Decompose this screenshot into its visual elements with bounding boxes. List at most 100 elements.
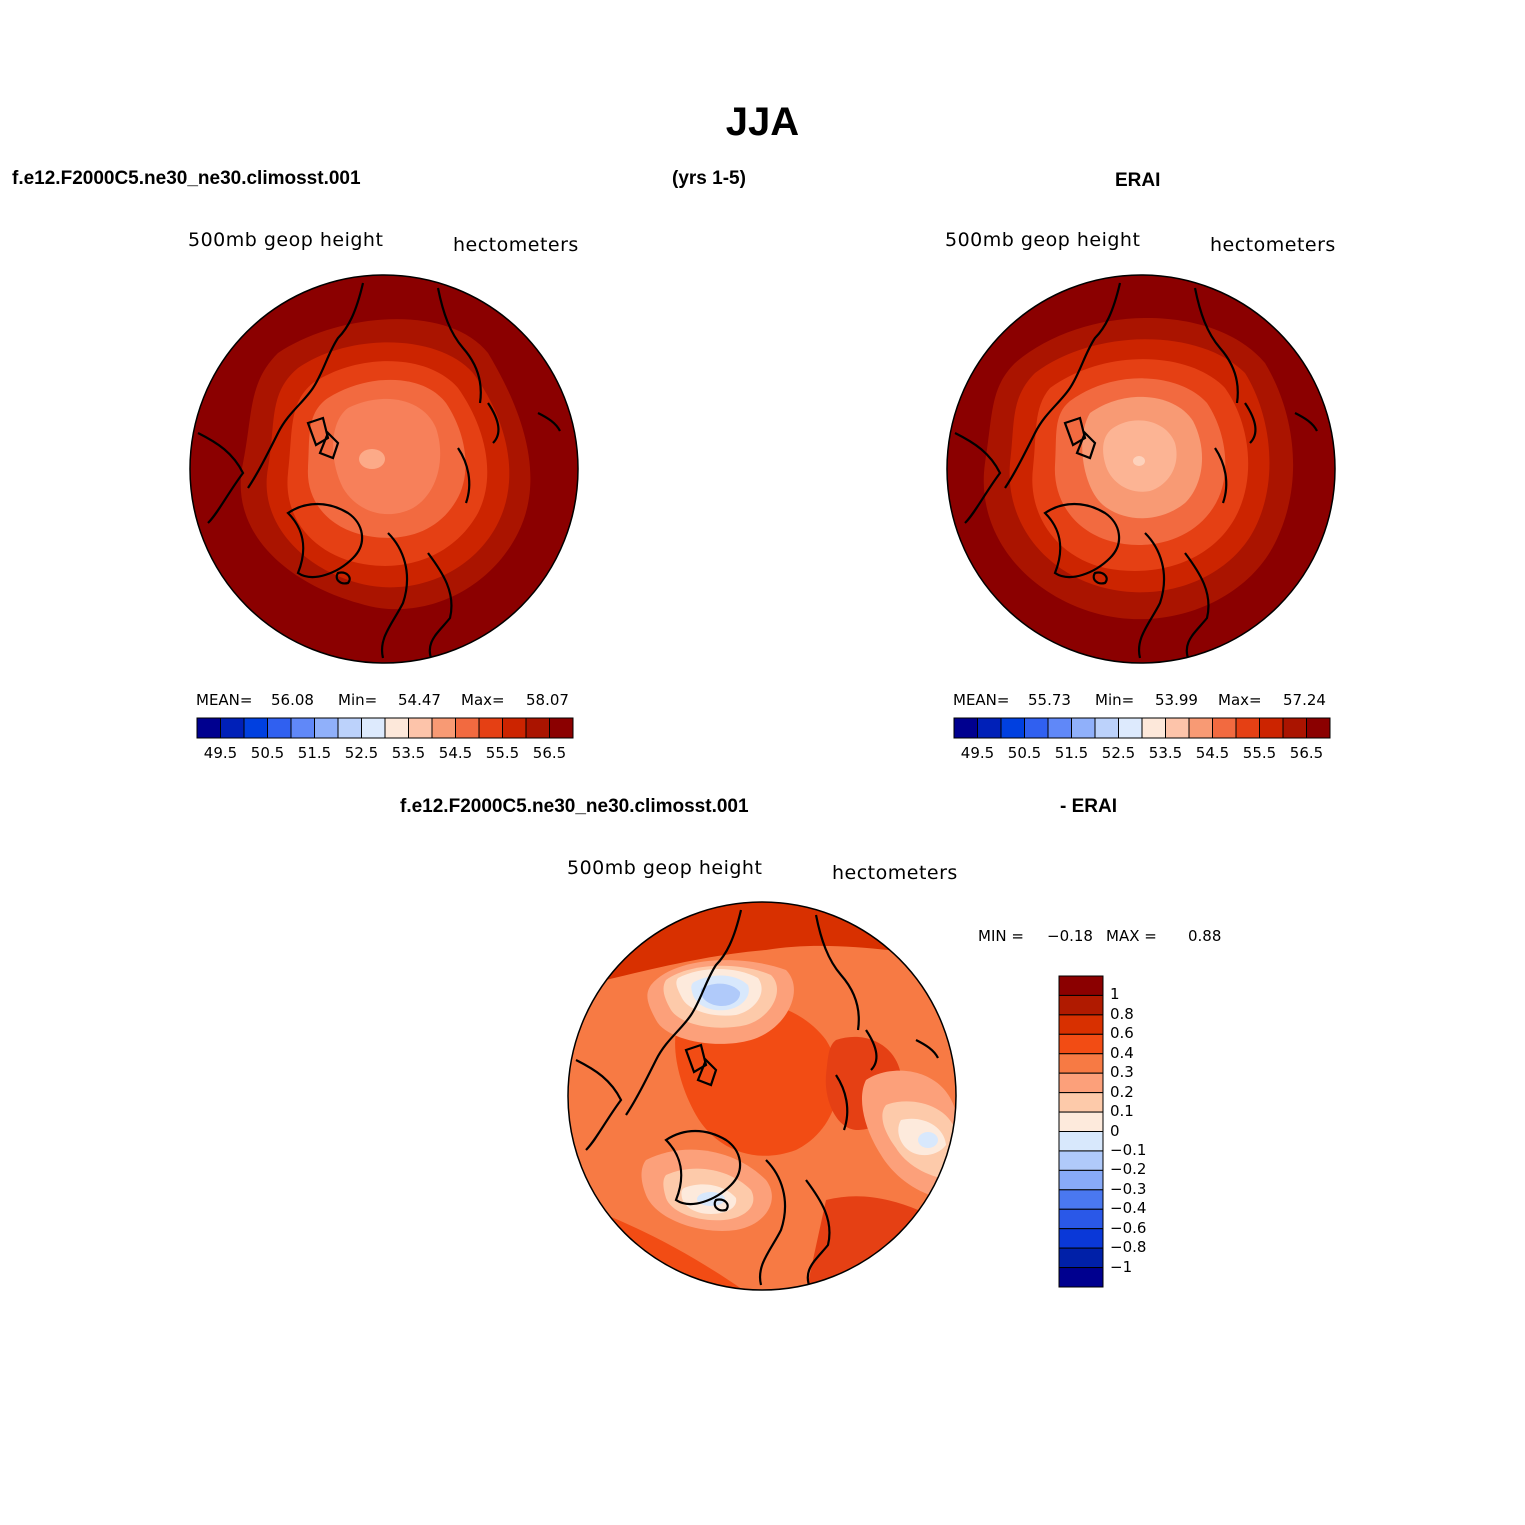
model-max-value: 58.07	[526, 691, 569, 709]
colorbar-cell	[431, 717, 456, 739]
obs-polar-map	[946, 274, 1336, 664]
obs-units-label: hectometers	[1210, 234, 1336, 256]
colorbar-cell	[1118, 717, 1143, 739]
colorbar-cell	[1000, 717, 1025, 739]
colorbar-cell	[953, 717, 978, 739]
colorbar-tick-label: −0.6	[1110, 1218, 1147, 1237]
colorbar-tick-label: 0.6	[1110, 1024, 1134, 1043]
diff-colorbar	[1058, 975, 1104, 1288]
colorbar-tick-label: 50.5	[250, 744, 285, 762]
contour-band	[700, 983, 741, 1006]
coastlines	[575, 909, 939, 1290]
coastlines	[197, 282, 561, 663]
colorbar-cell	[1047, 717, 1072, 739]
colorbar-cell	[1094, 717, 1119, 739]
colorbar-cell	[455, 717, 480, 739]
colorbar-cell	[1058, 975, 1104, 996]
colorbar-cell	[290, 717, 315, 739]
colorbar-cell	[267, 717, 292, 739]
map-border	[189, 274, 579, 664]
colorbar-cell	[1058, 1208, 1104, 1230]
colorbar-tick-label: −0.2	[1110, 1160, 1147, 1179]
colorbar-cell	[1165, 717, 1190, 739]
colorbar-cell	[1259, 717, 1284, 739]
contour-band	[359, 449, 385, 469]
model-mean-value: 56.08	[271, 691, 314, 709]
colorbar-cell	[1058, 1150, 1104, 1171]
model-colorbar-ticks: 49.5 50.5 51.5 52.5 53.5 54.5 55.5 56.5	[196, 744, 574, 764]
colorbar-tick-label: 55.5	[1242, 744, 1277, 762]
colorbar-tick-label: 56.5	[532, 744, 567, 762]
colorbar-cell	[1188, 717, 1213, 739]
colorbar-cell	[1058, 1092, 1104, 1113]
diff-max-value: 0.88	[1188, 927, 1222, 945]
colorbar-cell	[1058, 1131, 1104, 1152]
colorbar-cell	[243, 717, 268, 739]
model-mean-label: MEAN=	[196, 691, 253, 709]
diff-polar-map	[567, 901, 957, 1291]
colorbar-tick-label: 51.5	[1054, 744, 1089, 762]
diff-min-value: −0.18	[1047, 927, 1093, 945]
contour-band	[1103, 420, 1177, 492]
diff-variable-label: 500mb geop height	[567, 857, 763, 879]
colorbar-cell	[314, 717, 339, 739]
colorbar-cell	[977, 717, 1002, 739]
colorbar-cell	[1212, 717, 1237, 739]
colorbar-cell	[1058, 1267, 1104, 1288]
colorbar-tick-label: −1	[1110, 1257, 1133, 1276]
colorbar-tick-label: 50.5	[1007, 744, 1042, 762]
colorbar-cell	[1235, 717, 1260, 739]
diff-min-label: MIN =	[978, 927, 1024, 945]
colorbar-tick-label: 0.3	[1110, 1063, 1134, 1082]
obs-colorbar-ticks: 49.5 50.5 51.5 52.5 53.5 54.5 55.5 56.5	[953, 744, 1331, 764]
model-min-value: 54.47	[398, 691, 441, 709]
model-units-label: hectometers	[453, 234, 579, 256]
colorbar-tick-label: 51.5	[297, 744, 332, 762]
model-min-label: Min=	[338, 691, 378, 709]
colorbar-cell	[1024, 717, 1049, 739]
colorbar-tick-label: 49.5	[203, 744, 238, 762]
colorbar-cell	[1058, 1189, 1104, 1210]
contour-band	[1133, 456, 1145, 466]
colorbar-cell	[1058, 1169, 1104, 1191]
colorbar-cell	[1306, 717, 1331, 739]
reference-header: ERAI	[1115, 170, 1161, 191]
colorbar-tick-label: 0	[1110, 1121, 1120, 1140]
obs-max-value: 57.24	[1283, 691, 1326, 709]
colorbar-tick-label: 54.5	[1195, 744, 1230, 762]
obs-max-label: Max=	[1218, 691, 1262, 709]
obs-colorbar	[953, 717, 1331, 739]
colorbar-cell	[1282, 717, 1307, 739]
obs-min-value: 53.99	[1155, 691, 1198, 709]
colorbar-cell	[1058, 1053, 1104, 1074]
colorbar-cell	[1141, 717, 1166, 739]
map-border	[567, 901, 957, 1291]
colorbar-cell	[1058, 1228, 1104, 1249]
colorbar-cell	[1058, 1247, 1104, 1269]
colorbar-cell	[1058, 1033, 1104, 1055]
colorbar-tick-label: −0.1	[1110, 1140, 1147, 1159]
case-name-header: f.e12.F2000C5.ne30_ne30.climosst.001	[12, 168, 361, 189]
diff-title-right: - ERAI	[1060, 796, 1117, 817]
coastlines	[954, 282, 1318, 663]
diff-max-label: MAX =	[1106, 927, 1157, 945]
contour-band	[918, 1132, 938, 1148]
colorbar-cell	[1058, 1072, 1104, 1094]
colorbar-tick-label: 52.5	[344, 744, 379, 762]
obs-mean-value: 55.73	[1028, 691, 1071, 709]
map-border	[946, 274, 1336, 664]
colorbar-tick-label: 49.5	[960, 744, 995, 762]
colorbar-tick-label: −0.4	[1110, 1199, 1147, 1218]
colorbar-tick-label: 55.5	[485, 744, 520, 762]
colorbar-cell	[549, 717, 574, 739]
colorbar-tick-label: 53.5	[391, 744, 426, 762]
colorbar-cell	[384, 717, 409, 739]
colorbar-cell	[220, 717, 245, 739]
colorbar-cell	[525, 717, 550, 739]
colorbar-tick-label: 0.4	[1110, 1043, 1134, 1062]
diff-units-label: hectometers	[832, 862, 958, 884]
colorbar-tick-label: 0.1	[1110, 1102, 1134, 1121]
colorbar-tick-label: 0.8	[1110, 1004, 1134, 1023]
colorbar-tick-label: −0.8	[1110, 1238, 1147, 1257]
colorbar-cell	[1071, 717, 1096, 739]
